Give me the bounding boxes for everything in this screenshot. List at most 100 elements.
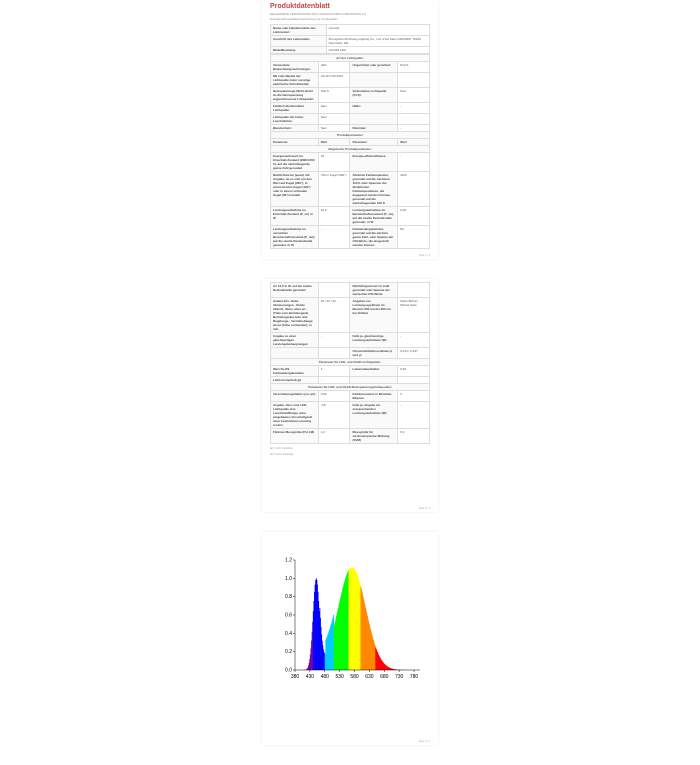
cell: -SP <box>318 402 350 429</box>
footnote-a: [a] = nicht zutreffend <box>270 447 430 450</box>
page-number: Seite 1 / 3 <box>419 254 430 257</box>
x-tick-label: 430 <box>306 674 315 680</box>
row-label: Modellkennung: <box>271 47 327 54</box>
cell: 0,9 <box>398 429 430 444</box>
y-tick-label: 0.6 <box>285 613 292 619</box>
cell: 720 in Kugel (360°) <box>318 172 350 207</box>
cell: Nein <box>318 114 350 125</box>
cell: Netzspannungs-Nicht direkt an die Netzsp… <box>271 88 319 103</box>
cell: Außere Ein- dicke Abmessungen - Breite ü… <box>271 298 319 333</box>
subtitle-1: DELEGIERTE VERORDNUNG (EU) 2019/2015 DER… <box>270 12 430 16</box>
x-tick-label: 680 <box>380 674 389 680</box>
cell: Farbwiedergabeindex, gerundet auf die nä… <box>350 226 398 249</box>
x-tick-label: 730 <box>395 674 404 680</box>
row-label: Anschrift des Lieferanten: <box>271 36 327 47</box>
x-tick-label: 580 <box>350 674 359 680</box>
page-3: 0.0 0.2 0.4 0.6 0.8 1.0 1.2 380 430 480 530 580 630 6… <box>262 532 438 745</box>
cell: Siehe Bild an Winkel Seite <box>398 298 430 333</box>
cell: Farblich abstimmbare Lichtquelle: <box>271 103 319 114</box>
cell: An 12,5 in W, auf die zweite Dezimalstel… <box>271 283 319 298</box>
row-label: Name oder Handelsmarke des Lieferanten: <box>271 25 327 36</box>
sec-main: Parameter für LED- und OLED-Netzspannung… <box>271 384 430 391</box>
cell: - <box>318 226 350 249</box>
sec-led: Parameter für LED- und OLED-Lichtquellen… <box>271 359 430 366</box>
cell: Nutzlichtstrom (φuse) mit Angabe, ob es … <box>271 172 319 207</box>
cell <box>318 283 350 298</box>
cell: Wert für R9 Farbwiedergabeindex <box>271 366 319 377</box>
cell: Lebensdauerfaktor <box>350 366 398 377</box>
cell: 4100 <box>398 172 430 207</box>
spectrum-chart: 0.0 0.2 0.4 0.6 0.8 1.0 1.2 380 430 480 530 580 630 6… <box>270 550 430 690</box>
sec-param: Produktparameter <box>271 132 430 139</box>
cell: 80 <box>398 226 430 249</box>
cell <box>350 73 398 88</box>
sec-allg: Allgemeine Produktparameter: <box>271 146 430 153</box>
cell: Nützlichtgrad wert in CaN gerundet oder … <box>350 283 398 298</box>
cell: Angaben zur Leistungsspektrum im Bereich… <box>350 298 398 333</box>
cell: 6 <box>398 391 430 402</box>
cell: Nein <box>398 88 430 103</box>
cell: Blendschutz: <box>271 125 319 132</box>
cell: Nein <box>318 103 350 114</box>
cell: Mit oder Nackel der Lichtquelle (oder so… <box>271 73 319 88</box>
cell: Leistungsaufnahme im vernetzten Bereitsc… <box>271 226 319 249</box>
cell: Ungerichtet oder gerichtet: <box>350 62 398 73</box>
cell: Falls ja, gleichwertige Leistungsaufnahm… <box>350 333 398 348</box>
y-tick-label: 0.2 <box>285 649 292 655</box>
cell: 1,0 <box>318 429 350 444</box>
cell: Lichtquelle mit hoher Leuchtdichte: <box>271 114 319 125</box>
cell <box>318 348 350 359</box>
header-table: Name oder Handelsmarke des Lieferanten:C… <box>270 24 430 54</box>
cell: Energieverbrauch im Einschalt-Zustand (k… <box>271 153 319 172</box>
y-tick-label: 0.8 <box>285 594 292 600</box>
cell: GU10 GU5.3/G9 <box>318 73 350 88</box>
col-header: Parameter <box>350 139 398 146</box>
cell: Verbundene Lichtquelle (CLS): <box>350 88 398 103</box>
row-value: GU10M-LED <box>326 47 429 54</box>
x-tick-label: 630 <box>365 674 374 680</box>
doc-title: Produktdatenblatt <box>270 3 430 10</box>
cell: - <box>398 153 430 172</box>
cell: Verschiebungsfaktor (cos φ1) <box>271 391 319 402</box>
col-header: Wert <box>398 139 430 146</box>
cell <box>350 377 398 384</box>
cell: 0,50 <box>318 391 350 402</box>
cell: NGLS <box>318 88 350 103</box>
row-value: Cornelly <box>326 25 429 36</box>
y-tick-label: 1.2 <box>285 558 292 564</box>
cell: Dimmbar: <box>350 125 398 132</box>
row-value: Zhongshan Zhuzheng Lighting Co., Ltd. 3°… <box>326 36 429 47</box>
cell: - <box>398 402 430 429</box>
cell <box>398 114 430 125</box>
page-1: Produktdatenblatt DELEGIERTE VERORDNUNG … <box>262 0 438 259</box>
cell <box>398 73 430 88</box>
cell: Falls ja, Angabe zur entsprechenden Leis… <box>350 402 398 429</box>
x-tick-label: 480 <box>321 674 330 680</box>
y-tick-label: 1.0 <box>285 576 292 582</box>
cell: Chromatizitätskoordinate (x und y) <box>350 348 398 359</box>
x-tick-label: 380 <box>291 674 300 680</box>
col-header: Parameter <box>271 139 319 146</box>
cell: - <box>318 377 350 384</box>
cell: Energie-effizienzklasse <box>350 153 398 172</box>
cell: NGLS <box>398 62 430 73</box>
cell: 0,313 / 0,337 <box>398 348 430 359</box>
y-tick-label: 0.4 <box>285 631 292 637</box>
page-2: An 12,5 in W, auf die zweite Dezimalstel… <box>262 279 438 512</box>
x-tick-label: 530 <box>335 674 344 680</box>
cell: Nein <box>318 125 350 132</box>
cell: Ähnliche Farbtemperatur, gerundet auf di… <box>350 172 398 207</box>
cell: 10 <box>318 153 350 172</box>
cell: Farbkonsistenz in McAdam-Ellipsen <box>350 391 398 402</box>
x-tick-label: 780 <box>410 674 419 680</box>
cell <box>350 114 398 125</box>
cell: Hülle: <box>350 103 398 114</box>
footnote-b: [b] = Keine Zulässige <box>270 453 430 456</box>
cell: - <box>398 125 430 132</box>
cell: Angabe zu einer gleichwertigen Leistungs… <box>271 333 319 348</box>
cell <box>271 348 319 359</box>
cell <box>398 283 430 298</box>
y-tick-label: 0.0 <box>285 668 292 674</box>
page-number: Seite 3 / 3 <box>419 740 430 743</box>
cell: - <box>318 333 350 348</box>
